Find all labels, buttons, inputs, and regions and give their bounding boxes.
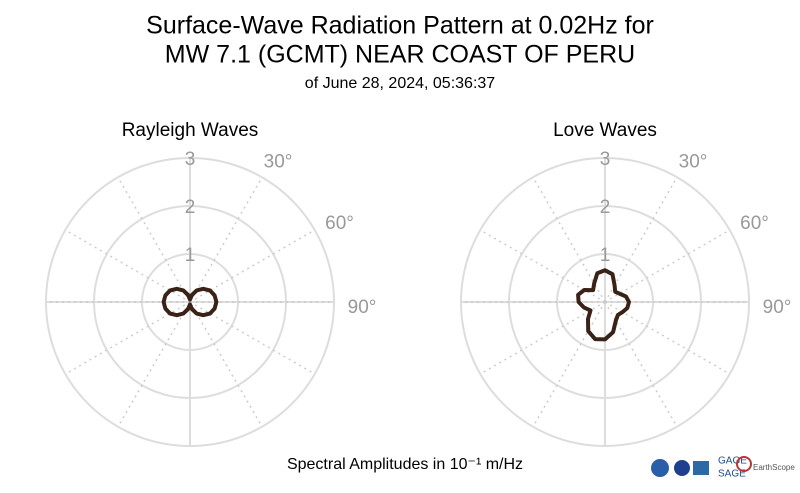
chart-title: Rayleigh Waves	[122, 120, 259, 141]
grid-spoke	[117, 176, 191, 303]
chart-title: Love Waves	[553, 120, 657, 141]
grid-spoke	[604, 176, 678, 303]
theta-tick-label: 30°	[679, 152, 708, 173]
grid-spoke	[479, 301, 606, 375]
r-tick-label: 3	[185, 149, 196, 170]
r-tick-label: 2	[600, 197, 611, 218]
grid-spoke	[604, 301, 731, 375]
logo-nsf	[651, 459, 669, 477]
r-tick-label: 2	[185, 197, 196, 218]
theta-tick-label: 90°	[763, 297, 792, 318]
grid-spoke	[532, 301, 606, 428]
grid-spoke	[117, 301, 191, 428]
theta-tick-label: 60°	[740, 213, 769, 234]
r-tick-label: 1	[600, 245, 611, 266]
logo-earthscope	[736, 456, 752, 472]
logo-text: EarthScope	[753, 463, 795, 472]
subtitle: of June 28, 2024, 05:36:37	[305, 75, 495, 92]
theta-tick-label: 60°	[325, 213, 354, 234]
grid-spoke	[189, 301, 263, 428]
footer: Spectral Amplitudes in 10⁻¹ m/Hz	[287, 456, 523, 473]
r-tick-label: 1	[185, 245, 196, 266]
title-line: Surface-Wave Radiation Pattern at 0.02Hz…	[146, 12, 654, 40]
logo-usgs	[693, 461, 709, 475]
pattern-line	[576, 268, 631, 342]
pattern-line	[161, 286, 219, 318]
theta-tick-label: 30°	[264, 152, 293, 173]
logo-text: SAGE	[718, 469, 746, 480]
grid-spoke	[189, 176, 263, 303]
r-tick-label: 3	[600, 149, 611, 170]
logos: GAGE SAGE EarthScope	[651, 456, 795, 480]
title-line: MW 7.1 (GCMT) NEAR COAST OF PERU	[165, 41, 635, 69]
grid-spoke	[604, 229, 731, 303]
logo-text: GAGE	[718, 456, 747, 467]
logo-nasa	[674, 460, 690, 476]
theta-tick-label: 90°	[348, 297, 377, 318]
